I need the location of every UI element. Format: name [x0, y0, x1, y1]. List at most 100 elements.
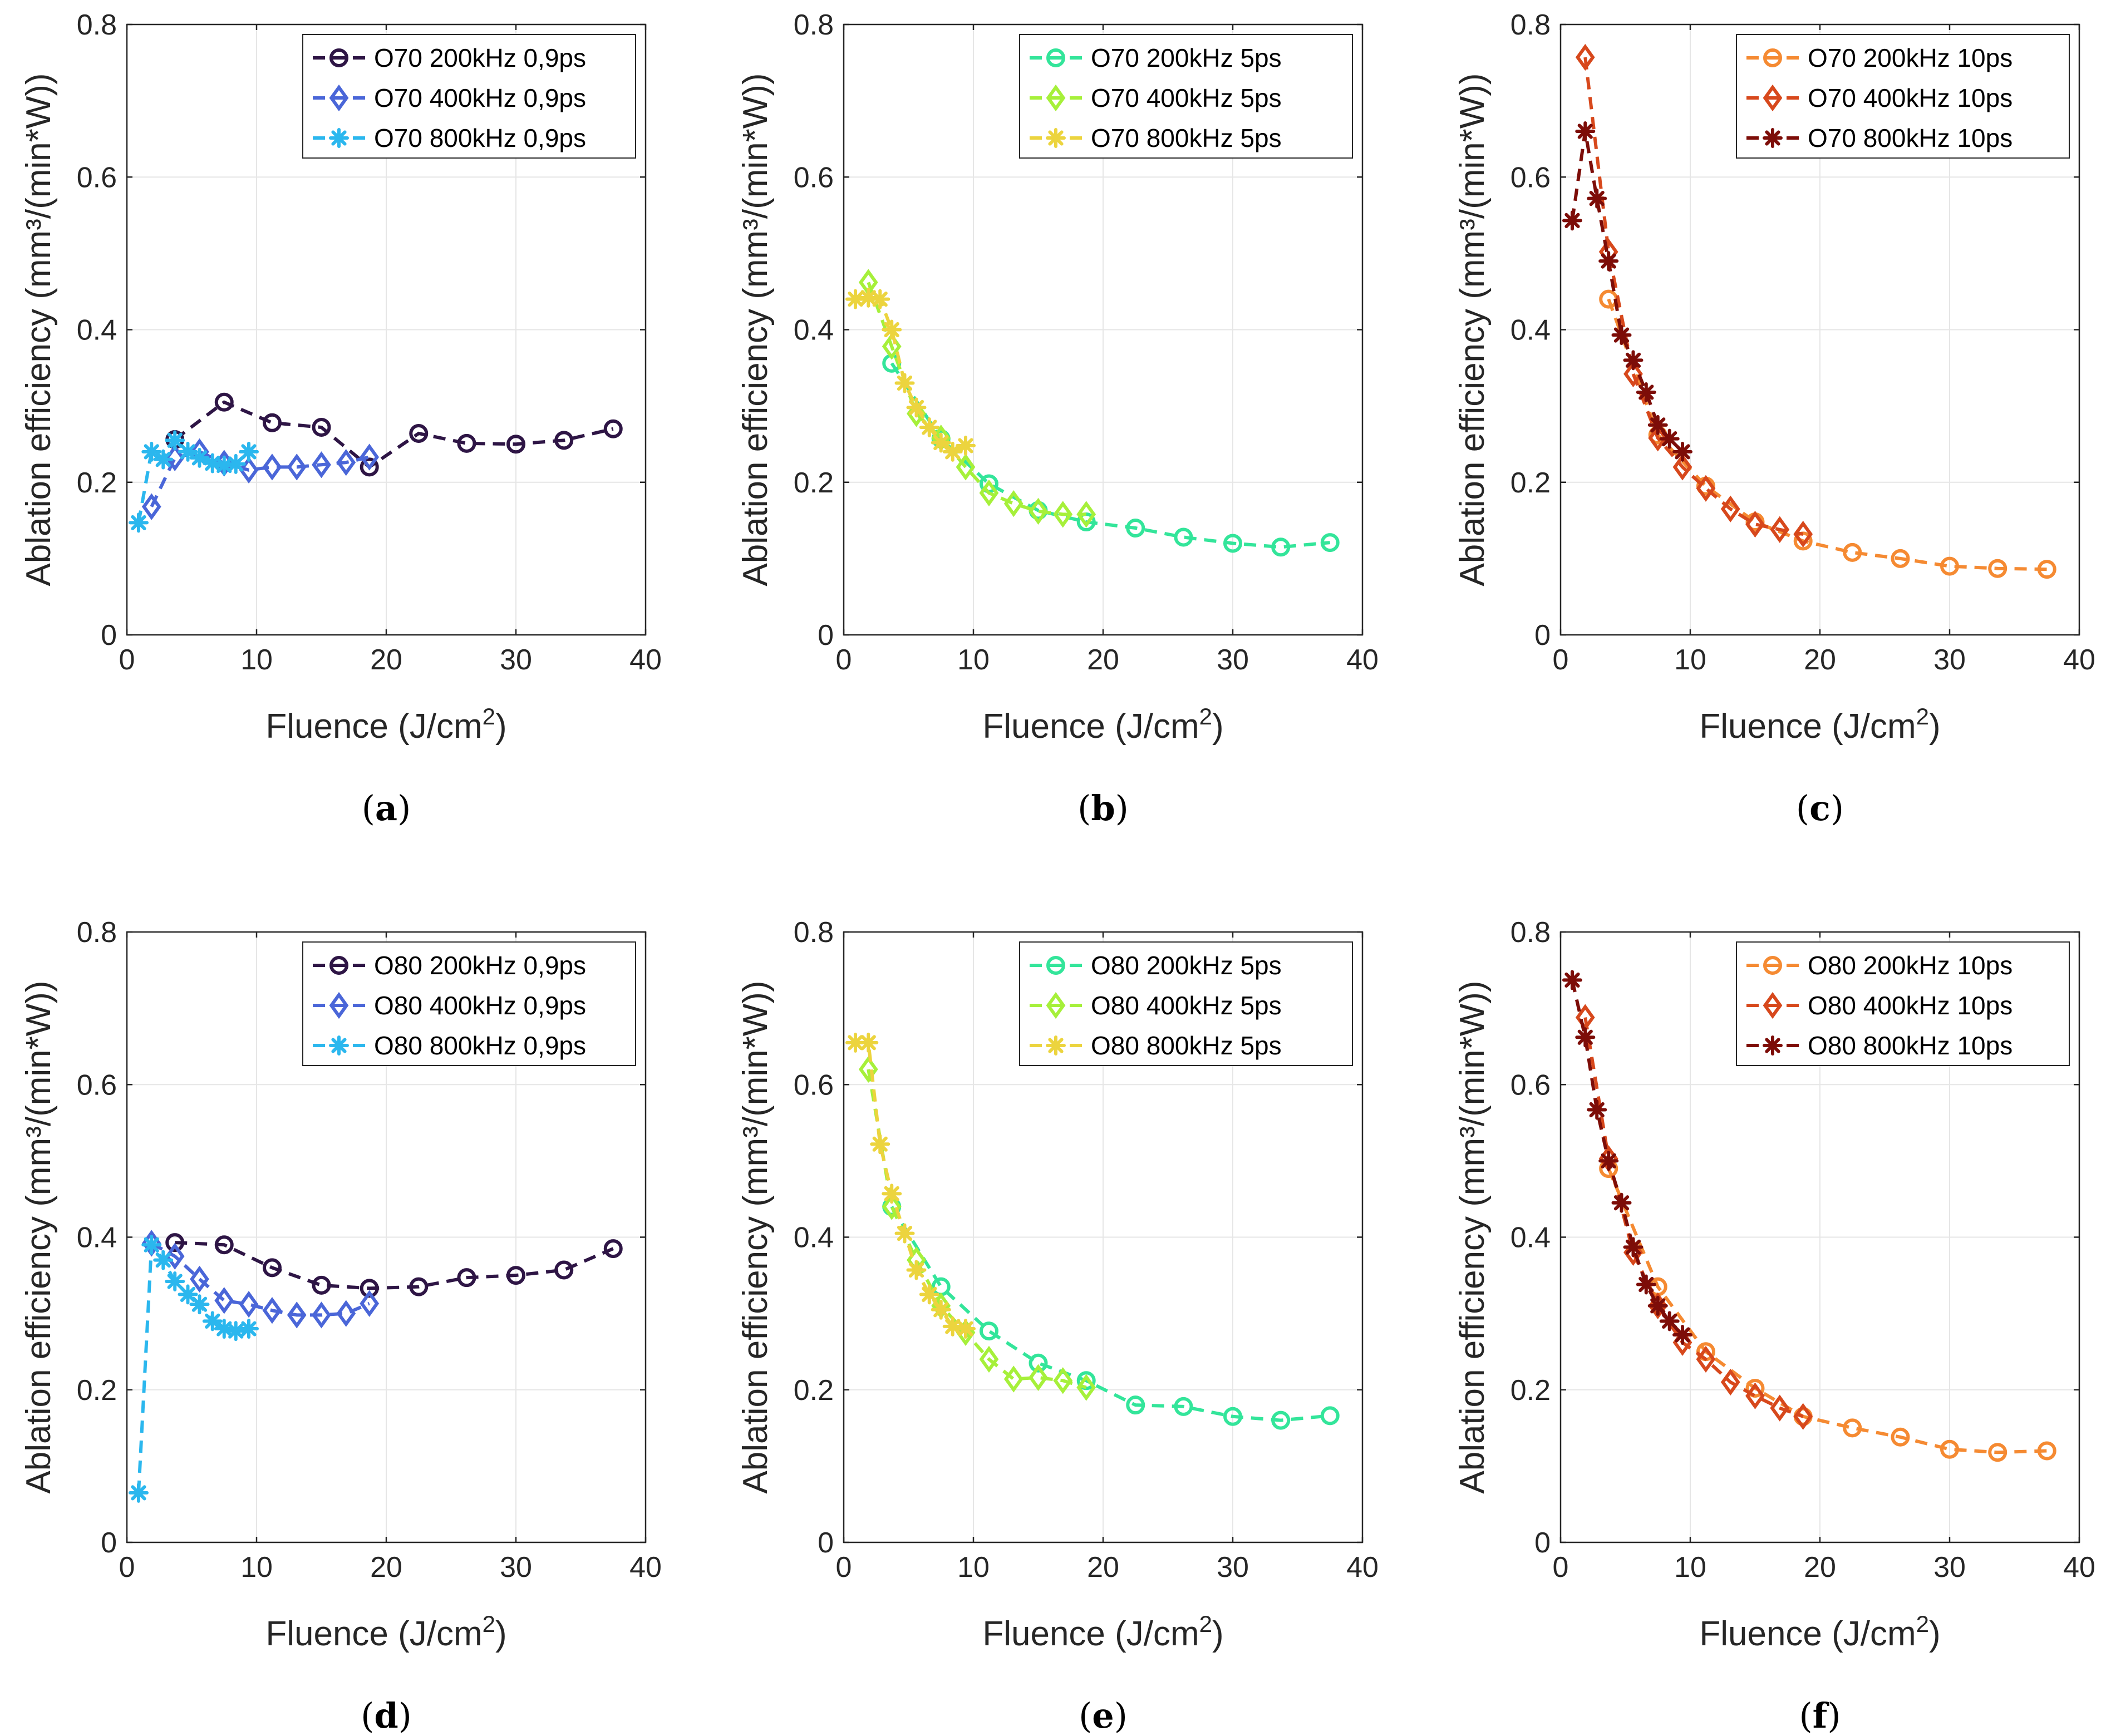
data-point — [956, 453, 976, 481]
legend-label: O70 400kHz 0,9ps — [374, 83, 586, 112]
x-axis-label-end: ) — [495, 707, 507, 746]
data-point — [262, 413, 282, 432]
data-point — [870, 1134, 890, 1155]
y-tick-label: 0.4 — [77, 1222, 117, 1254]
y-tick-label: 0.4 — [794, 1222, 834, 1254]
data-point — [165, 1271, 185, 1292]
x-tick-label: 0 — [836, 1551, 852, 1584]
x-tick-label: 20 — [1087, 1551, 1119, 1584]
panel-caption: (d) — [361, 1695, 412, 1736]
series-line — [1607, 298, 2047, 571]
data-point — [858, 1032, 879, 1053]
data-point — [882, 333, 902, 360]
x-tick-label: 20 — [370, 1551, 402, 1584]
y-tick-label: 0.6 — [794, 161, 834, 194]
data-point — [1659, 1311, 1680, 1331]
panel-c: 0 10 20 30 40 0 0.2 0.4 0.6 0.8 Fluence (J/cm2) Abl… — [1453, 9, 2095, 828]
data-point — [1793, 1403, 1813, 1430]
x-axis-label-end: ) — [1929, 707, 1941, 746]
series-o80-200khz-0-9ps — [165, 1233, 623, 1298]
series-o80-800khz-0-9ps — [128, 1235, 259, 1503]
x-tick-label: 10 — [240, 1551, 273, 1584]
x-axis-label-end: ) — [1929, 1615, 1941, 1653]
x-tick-label: 30 — [1933, 1551, 1966, 1584]
x-axis-label: Fluence (J/cm2) — [265, 703, 506, 746]
legend-marker — [329, 1035, 349, 1056]
legend: O70 200kHz 0,9ps O70 400kHz 0,9ps O70 800k… — [302, 34, 636, 159]
legend-marker — [329, 48, 348, 67]
legend-marker — [329, 956, 348, 975]
caption-open: ( — [1796, 788, 1809, 828]
y-axis-label: Ablation efficiency (mm³/(min*W)) — [1453, 73, 1492, 586]
data-point — [141, 1235, 162, 1255]
data-point — [1003, 1365, 1024, 1393]
data-point — [554, 1260, 574, 1280]
legend-label: O70 800kHz 0,9ps — [374, 124, 586, 152]
data-point — [942, 1316, 963, 1336]
y-tick-label: 0.8 — [77, 916, 117, 949]
data-point — [2037, 560, 2056, 579]
y-tick-label: 0 — [818, 1527, 834, 1559]
y-tick-label: 0 — [101, 619, 117, 652]
caption-close: ) — [1827, 1695, 1841, 1736]
data-point — [919, 417, 939, 438]
x-tick-label: 40 — [2063, 1551, 2095, 1584]
data-point — [1696, 1345, 1716, 1373]
x-tick-label: 10 — [1674, 644, 1706, 676]
legend-entry: O80 200kHz 0,9ps — [313, 951, 586, 980]
panel-caption: (e) — [1079, 1695, 1128, 1736]
series-line — [890, 1206, 1331, 1422]
legend-label: O80 800kHz 10ps — [1808, 1031, 2012, 1060]
data-point — [979, 1321, 998, 1341]
legend-label: O80 200kHz 5ps — [1091, 951, 1282, 980]
legend-marker — [329, 128, 349, 148]
caption-letter: e — [1092, 1695, 1114, 1736]
x-tick-label: 40 — [629, 644, 662, 676]
series-o70-200khz-0-9ps — [165, 392, 623, 477]
data-point — [907, 400, 926, 427]
legend-label: O70 400kHz 5ps — [1091, 83, 1282, 112]
data-point — [882, 319, 902, 340]
x-tick-label: 0 — [119, 644, 135, 676]
data-point — [312, 451, 331, 479]
x-tick-label: 40 — [1346, 644, 1379, 676]
series-o70-800khz-5ps — [845, 287, 976, 462]
x-tick-label: 0 — [836, 644, 852, 676]
x-axis-label: Fluence (J/cm2) — [1699, 703, 1940, 746]
data-point — [262, 453, 282, 481]
data-point — [141, 441, 162, 462]
x-axis-label-sup: 2 — [1199, 1611, 1212, 1637]
data-point — [931, 1299, 951, 1320]
series-line — [174, 400, 614, 470]
y-axis-label: Ablation efficiency (mm³/(min*W)) — [736, 980, 775, 1493]
x-tick-label: 0 — [119, 1551, 135, 1584]
data-point — [1636, 1274, 1656, 1295]
y-axis-label: Ablation efficiency (mm³/(min*W)) — [19, 980, 58, 1493]
data-point — [1223, 1407, 1242, 1426]
data-point — [287, 1301, 307, 1329]
y-tick-label: 0.4 — [794, 314, 834, 347]
data-point — [1891, 1427, 1910, 1447]
series-o70-800khz-10ps — [1562, 121, 1693, 462]
y-tick-label: 0.2 — [1510, 467, 1551, 499]
data-point — [457, 433, 476, 453]
data-point — [1636, 382, 1656, 402]
data-point — [1271, 1410, 1291, 1430]
data-point — [202, 1311, 223, 1331]
data-point — [1174, 527, 1193, 547]
legend-label: O80 400kHz 0,9ps — [374, 991, 586, 1020]
data-point — [603, 419, 623, 438]
legend-entry: O80 800kHz 5ps — [1030, 1031, 1282, 1060]
panel-a: 0 10 20 30 40 0 0.2 0.4 0.6 0.8 Fluence (J/cm2) Abl… — [19, 9, 662, 828]
data-point — [409, 1277, 429, 1296]
x-axis-label-main: Fluence (J/cm — [265, 707, 482, 746]
legend-entry: O70 400kHz 5ps — [1030, 83, 1282, 112]
data-point — [214, 1235, 234, 1255]
y-tick-label: 0.2 — [1510, 1374, 1551, 1407]
y-tick-label: 0.6 — [794, 1069, 834, 1101]
legend-marker — [1046, 84, 1066, 112]
data-point — [165, 430, 185, 451]
data-point — [1988, 1443, 2007, 1462]
data-point — [894, 1223, 915, 1244]
x-tick-label: 20 — [370, 644, 402, 676]
